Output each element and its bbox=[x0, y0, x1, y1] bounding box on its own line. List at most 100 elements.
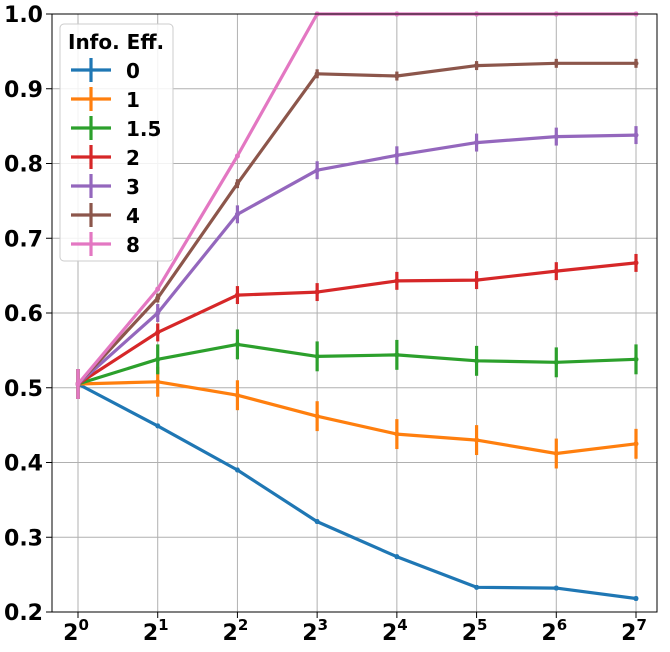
y-tick-label: 0.3 bbox=[4, 526, 43, 551]
series-line bbox=[77, 261, 637, 386]
legend-title: Info. Eff. bbox=[68, 30, 164, 54]
data-point bbox=[155, 286, 161, 292]
legend-label: 2 bbox=[126, 146, 140, 170]
legend-label: 1 bbox=[126, 88, 140, 112]
data-point bbox=[75, 381, 81, 387]
data-point bbox=[314, 353, 320, 359]
series-line bbox=[77, 380, 637, 456]
data-point bbox=[553, 60, 559, 66]
data-point bbox=[234, 181, 240, 187]
data-point bbox=[633, 356, 639, 362]
data-point bbox=[553, 359, 559, 365]
x-tick-label: 22 bbox=[223, 616, 249, 646]
x-tick-exponent: 1 bbox=[158, 616, 168, 634]
legend-item: 2 bbox=[71, 145, 140, 170]
x-tick-exponent: 4 bbox=[397, 616, 407, 634]
legend-item: 3 bbox=[71, 174, 140, 199]
data-point bbox=[155, 423, 161, 429]
x-tick-exponent: 6 bbox=[557, 616, 567, 634]
data-point bbox=[633, 596, 639, 602]
x-axis: 20 21 22 23 24 25 26 27 bbox=[63, 612, 647, 646]
legend-label: 3 bbox=[126, 175, 140, 199]
x-tick-base: 2 bbox=[223, 621, 238, 646]
data-point bbox=[314, 413, 320, 419]
x-tick-label: 27 bbox=[621, 616, 647, 646]
data-point bbox=[234, 392, 240, 398]
series-line bbox=[77, 342, 637, 386]
x-tick-exponent: 2 bbox=[238, 616, 248, 634]
y-axis: 0.2 0.3 0.4 0.5 0.6 0.7 0.8 0.9 1.0 bbox=[4, 3, 52, 626]
data-point bbox=[234, 211, 240, 217]
data-point bbox=[394, 431, 400, 437]
x-tick-base: 2 bbox=[63, 621, 78, 646]
legend-label: 8 bbox=[126, 233, 140, 257]
data-point bbox=[474, 437, 480, 443]
legend-label: 1.5 bbox=[126, 117, 161, 141]
legend-item: 1.5 bbox=[71, 116, 161, 141]
y-tick-label: 0.9 bbox=[4, 78, 43, 103]
x-tick-label: 23 bbox=[302, 616, 328, 646]
data-point bbox=[553, 451, 559, 457]
data-point bbox=[394, 352, 400, 358]
data-point bbox=[474, 277, 480, 283]
x-tick-label: 21 bbox=[143, 616, 169, 646]
data-point bbox=[234, 292, 240, 298]
y-tick-label: 0.4 bbox=[4, 452, 43, 477]
legend-item: 8 bbox=[71, 232, 140, 257]
data-point bbox=[633, 60, 639, 66]
y-tick-label: 0.7 bbox=[4, 227, 43, 252]
data-point bbox=[155, 379, 161, 385]
x-tick-exponent: 3 bbox=[318, 616, 328, 634]
data-point bbox=[553, 268, 559, 274]
series-1 bbox=[75, 366, 639, 469]
x-tick-exponent: 0 bbox=[78, 616, 88, 634]
data-point bbox=[474, 63, 480, 69]
x-tick-exponent: 5 bbox=[477, 616, 487, 634]
series-line bbox=[77, 382, 637, 601]
data-point bbox=[633, 132, 639, 138]
data-point bbox=[394, 73, 400, 79]
data-point bbox=[394, 554, 400, 560]
x-tick-base: 2 bbox=[621, 621, 636, 646]
y-tick-label: 0.2 bbox=[4, 601, 43, 626]
data-point bbox=[314, 71, 320, 77]
legend-box bbox=[59, 23, 174, 262]
data-point bbox=[155, 310, 161, 316]
y-tick-label: 0.5 bbox=[4, 377, 43, 402]
data-point bbox=[314, 519, 320, 525]
legend-item: 0 bbox=[71, 58, 140, 83]
legend-item: 4 bbox=[71, 203, 140, 228]
x-tick-base: 2 bbox=[462, 621, 477, 646]
x-tick-base: 2 bbox=[302, 621, 317, 646]
data-point bbox=[474, 140, 480, 146]
x-tick-base: 2 bbox=[382, 621, 397, 646]
legend-label: 0 bbox=[126, 59, 140, 83]
data-point bbox=[155, 329, 161, 335]
data-point bbox=[234, 467, 240, 473]
y-tick-label: 0.8 bbox=[4, 153, 43, 178]
series-4 bbox=[75, 58, 639, 399]
data-point bbox=[553, 585, 559, 591]
series-line bbox=[76, 133, 637, 386]
data-point bbox=[394, 278, 400, 284]
data-point bbox=[394, 152, 400, 158]
data-point bbox=[474, 584, 480, 590]
data-point bbox=[474, 358, 480, 364]
y-tick-label: 1.0 bbox=[4, 3, 43, 28]
legend: Info. Eff. 0 1 1.5 2 3 4 8 bbox=[59, 23, 174, 262]
data-point bbox=[234, 341, 240, 347]
x-tick-base: 2 bbox=[541, 621, 556, 646]
data-point bbox=[553, 134, 559, 140]
data-point bbox=[155, 356, 161, 362]
data-point bbox=[314, 289, 320, 295]
data-point bbox=[633, 260, 639, 266]
series-line bbox=[76, 61, 636, 386]
legend-label: 4 bbox=[126, 204, 140, 228]
series-1.5 bbox=[75, 329, 639, 399]
x-tick-label: 20 bbox=[63, 616, 89, 646]
x-tick-exponent: 7 bbox=[636, 616, 646, 634]
x-tick-label: 25 bbox=[462, 616, 488, 646]
x-tick-label: 24 bbox=[382, 616, 408, 646]
data-point bbox=[314, 167, 320, 173]
